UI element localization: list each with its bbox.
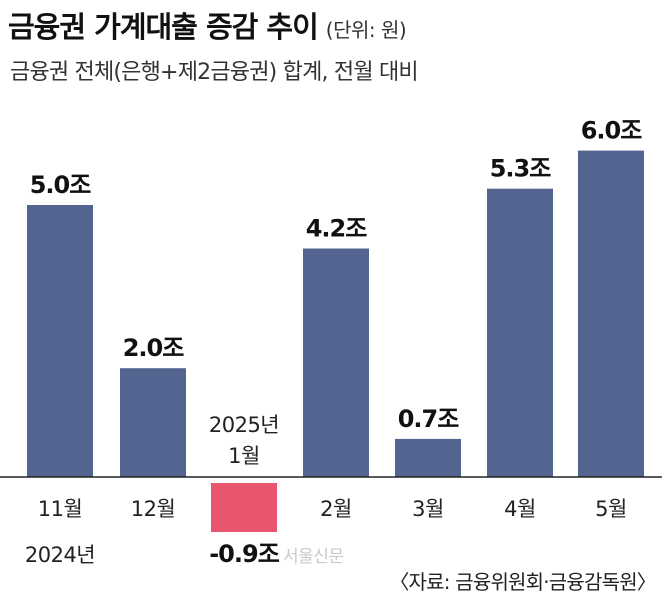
tick-label-4월: 4월 bbox=[504, 497, 536, 521]
data-label-3월: 0.7조 bbox=[398, 405, 460, 433]
tick-label-2월: 2월 bbox=[320, 497, 352, 521]
data-label-2월: 4.2조 bbox=[306, 215, 368, 243]
chart-header: 금융권 가계대출 증감 추이 (단위: 원) bbox=[8, 4, 407, 46]
source-note: 〈자료: 금융위원회·금융감독원〉 bbox=[389, 570, 656, 594]
bar-12월 bbox=[120, 368, 186, 477]
bar-2월 bbox=[303, 248, 369, 477]
year-label-2025: 2025년 bbox=[209, 413, 279, 437]
bar-4월 bbox=[487, 188, 553, 477]
chart-title: 금융권 가계대출 증감 추이 bbox=[8, 10, 319, 44]
tick-label-5월: 5월 bbox=[595, 497, 627, 521]
tick-label-3월: 3월 bbox=[412, 497, 444, 521]
unit-note: (단위: 원) bbox=[325, 18, 407, 42]
publisher-watermark: 서울신문 bbox=[283, 547, 344, 567]
bar-1월 bbox=[211, 483, 277, 532]
tick-label-12월: 12월 bbox=[131, 497, 176, 521]
tick-label-1월: 1월 bbox=[228, 444, 260, 468]
year-label-2024: 2024년 bbox=[25, 543, 95, 567]
data-label-1월: -0.9조 bbox=[209, 540, 279, 568]
data-label-5월: 6.0조 bbox=[581, 117, 643, 145]
bar-3월 bbox=[395, 438, 461, 477]
data-label-12월: 2.0조 bbox=[123, 334, 185, 362]
data-label-11월: 5.0조 bbox=[30, 171, 92, 199]
bar-5월 bbox=[578, 150, 644, 477]
data-label-4월: 5.3조 bbox=[490, 155, 552, 183]
bar-11월 bbox=[27, 205, 93, 477]
tick-label-11월: 11월 bbox=[38, 497, 83, 521]
chart-subtitle: 금융권 전체(은행+제2금융권) 합계, 전월 대비 bbox=[10, 60, 419, 85]
